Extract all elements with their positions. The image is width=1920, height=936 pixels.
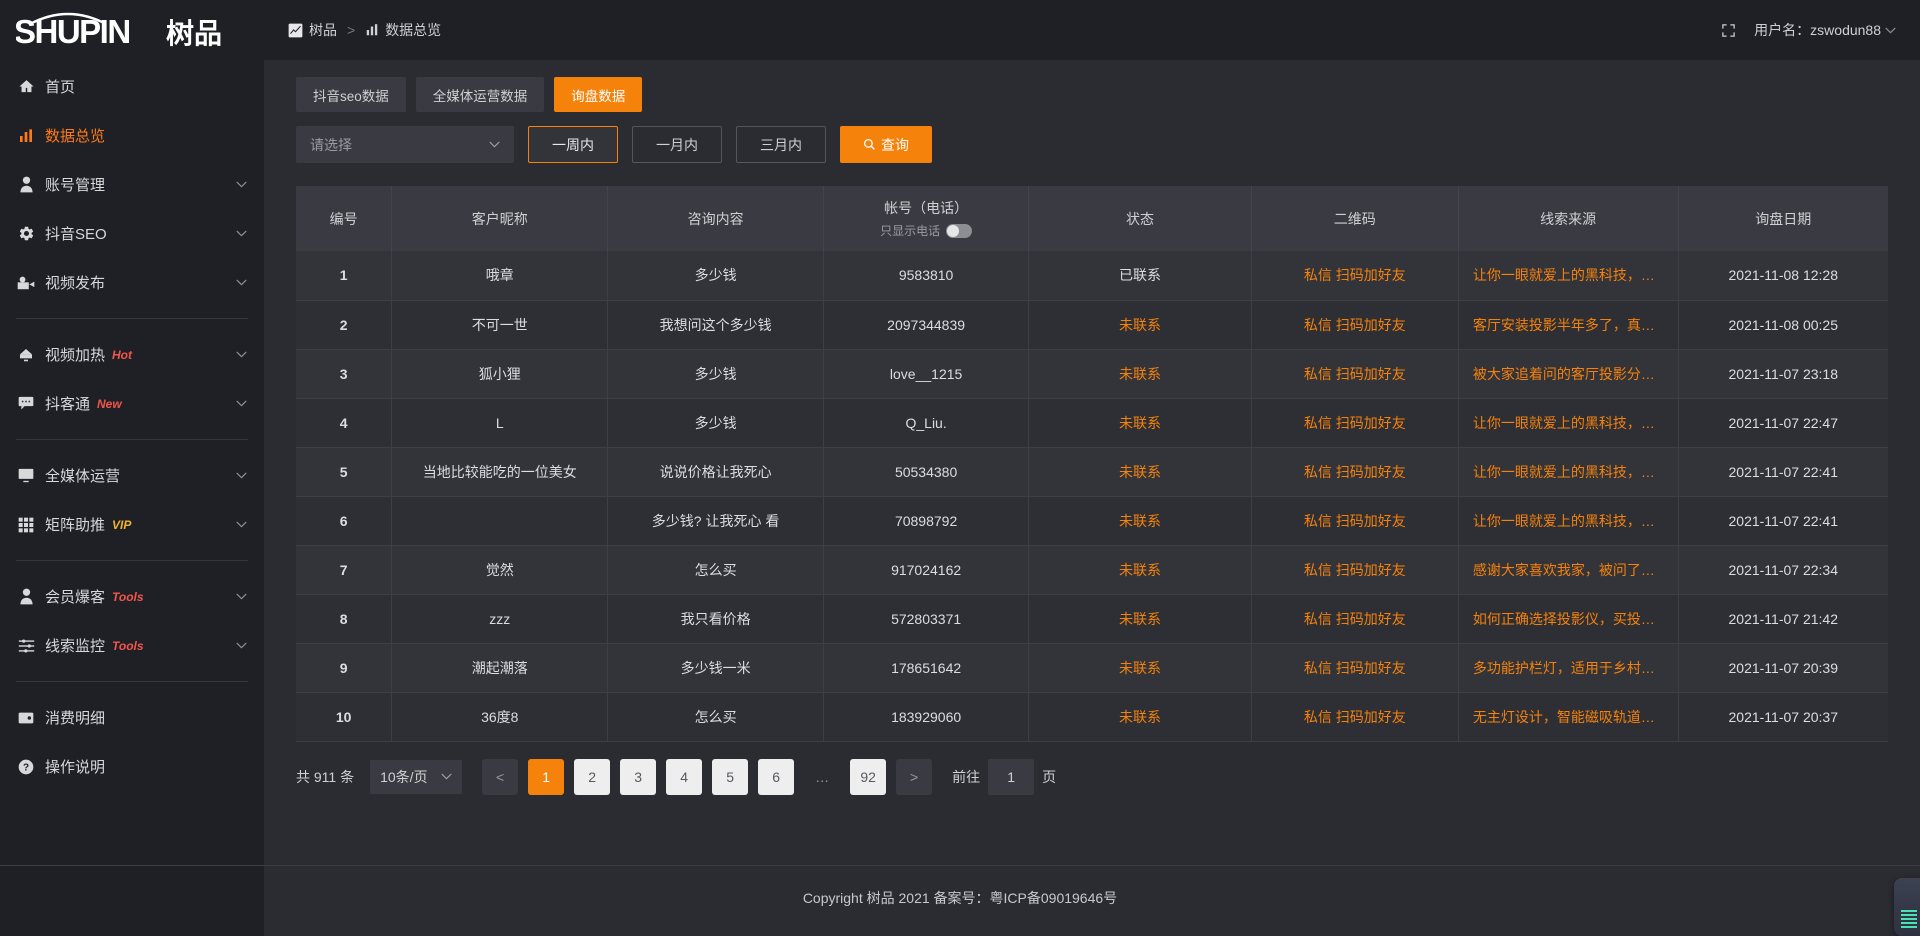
svg-text:?: ? — [23, 762, 29, 773]
svg-text:树品: 树品 — [166, 18, 222, 49]
svg-text:SHUPIN: SHUPIN — [16, 13, 130, 50]
